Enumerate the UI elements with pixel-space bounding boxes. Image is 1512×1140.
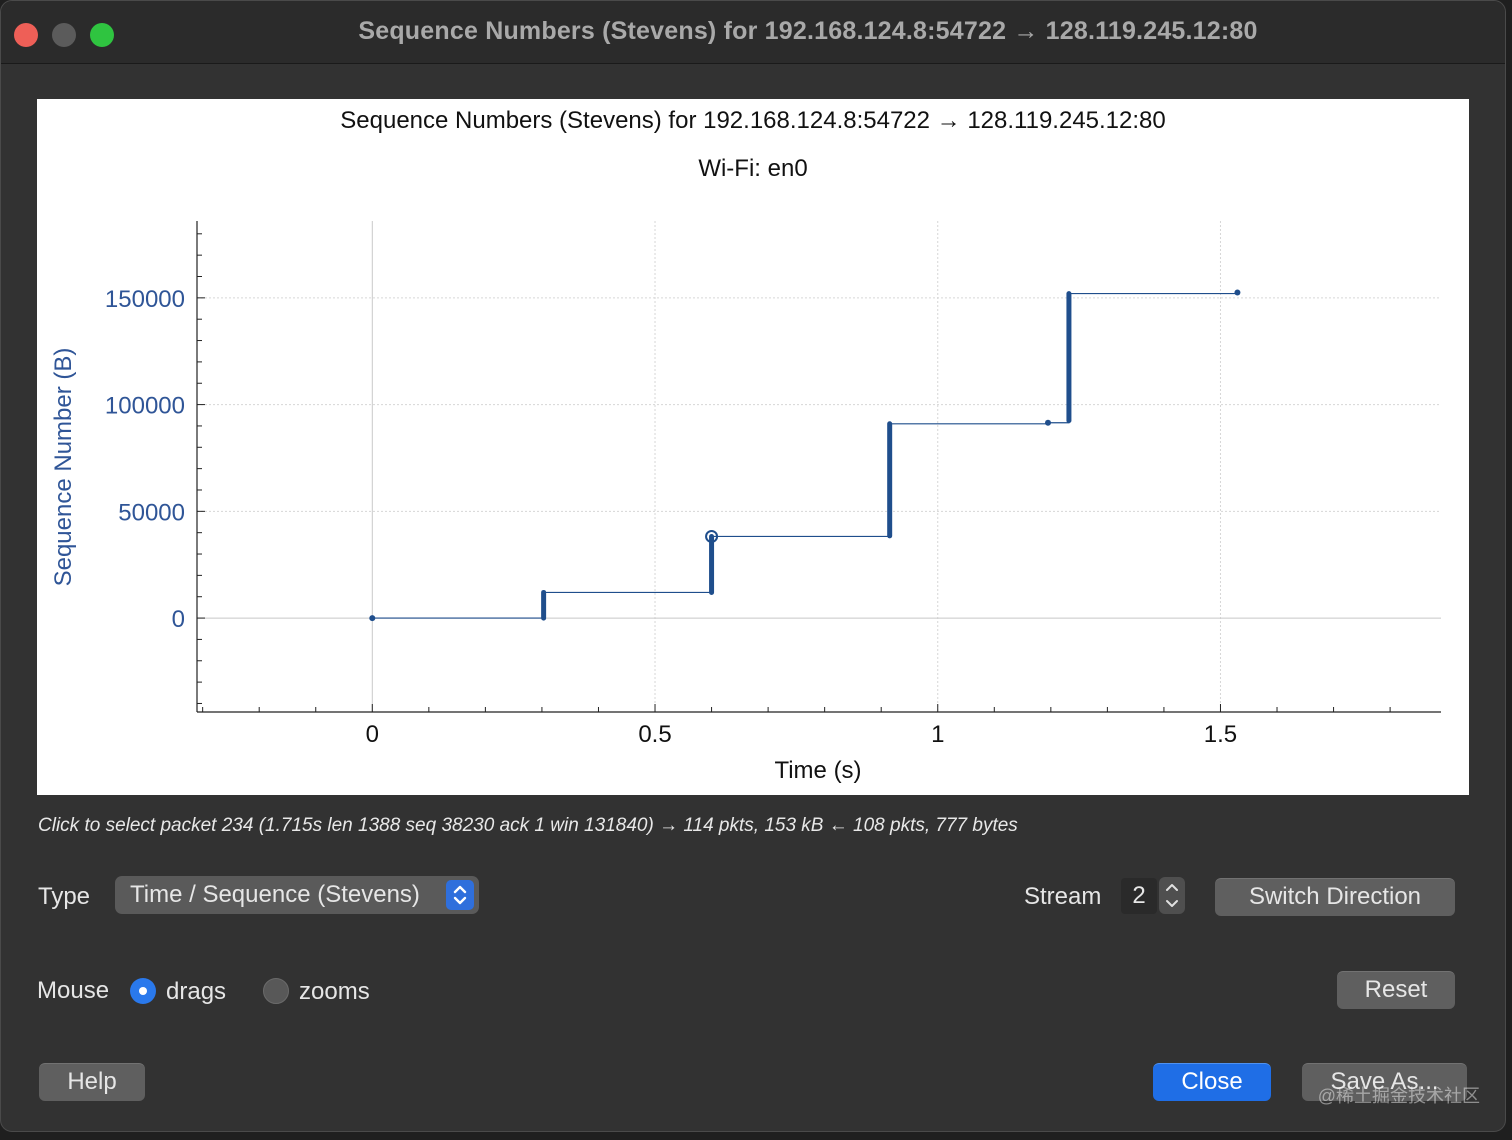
chart-grid bbox=[197, 221, 1441, 712]
type-select-value: Time / Sequence (Stevens) bbox=[130, 881, 420, 908]
chart-axes bbox=[196, 221, 1441, 713]
x-tick-label: 1 bbox=[931, 721, 944, 748]
stream-label: Stream bbox=[1024, 883, 1102, 910]
data-point bbox=[1234, 289, 1241, 296]
chart-subtitle: Wi-Fi: en0 bbox=[698, 155, 807, 182]
y-axis-label: Sequence Number (B) bbox=[50, 348, 77, 587]
window-title: Sequence Numbers (Stevens) for 192.168.1… bbox=[358, 17, 1258, 45]
type-select[interactable]: Time / Sequence (Stevens) bbox=[115, 876, 479, 914]
x-tick-label: 0.5 bbox=[638, 721, 671, 748]
chart-ticks: 0 0.5 1 1.5 0 50000 100000 150000 bbox=[105, 233, 1391, 748]
switch-direction-button[interactable]: Switch Direction bbox=[1215, 878, 1455, 916]
x-tick-label: 1.5 bbox=[1204, 721, 1237, 748]
stream-number-field[interactable]: 2 bbox=[1121, 878, 1157, 914]
title-bar[interactable]: Sequence Numbers (Stevens) for 192.168.1… bbox=[1, 1, 1505, 64]
reset-button[interactable]: Reset bbox=[1337, 971, 1455, 1009]
mouse-label: Mouse bbox=[37, 977, 110, 1004]
x-tick-label: 0 bbox=[366, 721, 379, 748]
stepper-arrows-icon[interactable] bbox=[1159, 877, 1185, 914]
chart-svg[interactable]: Sequence Numbers (Stevens) for 192.168.1… bbox=[37, 99, 1469, 795]
sequence-step-line bbox=[372, 292, 1239, 619]
minimize-window-icon[interactable] bbox=[52, 23, 76, 47]
y-tick-label: 50000 bbox=[118, 499, 185, 526]
maximize-window-icon[interactable] bbox=[90, 23, 114, 47]
status-hint: Click to select packet 234 (1.715s len 1… bbox=[38, 815, 1018, 836]
y-tick-label: 0 bbox=[172, 606, 185, 633]
save-as-button[interactable]: Save As... bbox=[1302, 1063, 1467, 1101]
close-button[interactable]: Close bbox=[1153, 1063, 1271, 1101]
close-window-icon[interactable] bbox=[14, 23, 38, 47]
x-axis-label: Time (s) bbox=[774, 757, 861, 784]
y-tick-label: 100000 bbox=[105, 393, 185, 420]
data-point bbox=[369, 615, 376, 622]
selected-packet-marker bbox=[705, 529, 719, 543]
drags-radio[interactable] bbox=[130, 978, 156, 1004]
chart-title: Sequence Numbers (Stevens) for 192.168.1… bbox=[340, 107, 1165, 134]
select-updown-icon[interactable] bbox=[446, 880, 474, 910]
watermark-text: @稀土掘金技术社区 bbox=[1317, 1086, 1480, 1106]
data-point bbox=[1045, 419, 1052, 426]
type-label: Type bbox=[38, 883, 91, 910]
chart-marks[interactable] bbox=[369, 289, 1241, 622]
y-tick-label: 150000 bbox=[105, 286, 185, 313]
stream-stepper[interactable] bbox=[1159, 877, 1185, 914]
help-button[interactable]: Help bbox=[39, 1063, 145, 1101]
zooms-radio-label[interactable]: zooms bbox=[299, 978, 370, 1005]
drags-radio-label[interactable]: drags bbox=[166, 978, 227, 1005]
zooms-radio[interactable] bbox=[263, 978, 289, 1004]
sequence-plot[interactable]: Sequence Numbers (Stevens) for 192.168.1… bbox=[37, 99, 1469, 795]
